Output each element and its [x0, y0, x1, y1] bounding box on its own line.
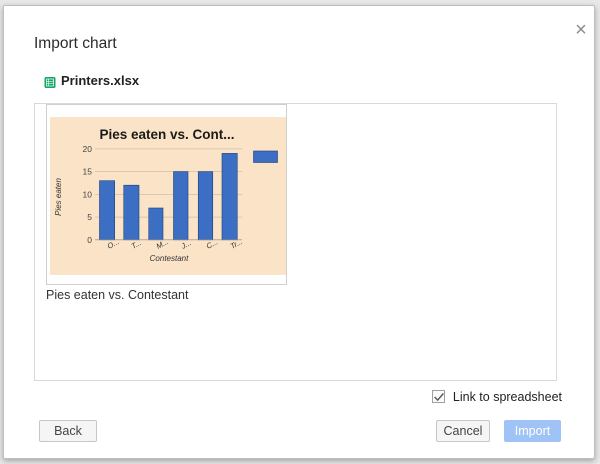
svg-text:0: 0 — [87, 235, 92, 245]
svg-text:15: 15 — [83, 167, 93, 177]
svg-text:20: 20 — [83, 144, 93, 154]
svg-text:Pies eaten vs. Cont...: Pies eaten vs. Cont... — [99, 127, 234, 142]
svg-text:Contestant: Contestant — [150, 254, 189, 263]
svg-text:5: 5 — [87, 212, 92, 222]
svg-text:Pies eaten: Pies eaten — [54, 178, 63, 216]
svg-text:10: 10 — [83, 190, 93, 200]
